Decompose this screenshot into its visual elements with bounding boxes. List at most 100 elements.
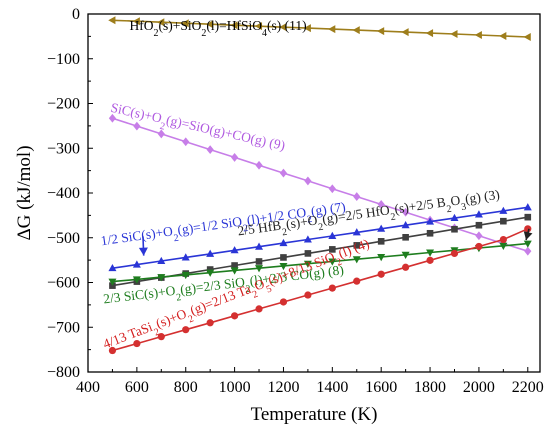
data-point-r4: [108, 346, 117, 355]
arrow-r3: [523, 228, 533, 241]
data-point-r8: [279, 262, 288, 271]
annotation-segment: (s)+SiO: [159, 18, 202, 33]
annotation-segment: O: [449, 192, 461, 208]
series-line-r3: [112, 216, 528, 287]
series-line-r7: [112, 206, 528, 269]
annotation-segment: 3: [460, 201, 466, 213]
y-tick-label: −500: [47, 230, 80, 247]
data-point-r7: [206, 249, 215, 257]
data-point-r4: [133, 339, 141, 348]
y-tick-label: −800: [47, 364, 80, 381]
data-point-r4: [255, 305, 263, 313]
data-point-r11: [230, 21, 238, 30]
annotation-segment: 2: [281, 226, 287, 238]
annotation-segment: HfO: [130, 18, 154, 33]
data-point-r9: [157, 129, 165, 139]
annotation-segment: 2: [335, 256, 344, 268]
arrow-layer: [138, 228, 533, 256]
x-tick-label: 400: [76, 379, 100, 396]
data-point-r3: [231, 262, 238, 269]
arrow-r3-head: [523, 231, 533, 240]
data-point-r11: [523, 33, 531, 42]
data-point-r8: [230, 267, 239, 275]
data-point-r7: [328, 231, 337, 239]
annotation-segment: 2: [154, 28, 159, 39]
data-point-r3: [426, 229, 434, 237]
data-point-r11: [108, 16, 116, 25]
data-point-r9: [206, 145, 214, 154]
data-point-r11: [157, 18, 165, 27]
annotation-segment: 2: [187, 313, 196, 325]
x-tick-label: 2000: [463, 379, 495, 396]
annotation-segment: 5: [265, 283, 274, 295]
x-tick-label: 1800: [414, 379, 446, 396]
data-point-r11: [279, 23, 287, 32]
data-point-r3: [500, 217, 507, 225]
data-point-r7: [279, 238, 288, 247]
data-point-r4: [157, 333, 165, 341]
data-point-r11: [474, 31, 482, 40]
x-tick-label: 600: [125, 379, 149, 396]
data-point-r3: [377, 238, 385, 245]
data-point-r11: [352, 26, 360, 35]
data-point-r3: [451, 225, 458, 233]
data-point-r3: [280, 254, 287, 261]
data-point-r8: [157, 274, 166, 282]
series-r8: [108, 240, 532, 286]
data-point-r7: [303, 235, 312, 243]
data-point-r7: [523, 203, 532, 211]
x-axis-title: Temperature (K): [251, 404, 378, 425]
data-point-r11: [450, 30, 458, 39]
annotation-segment: 2: [176, 292, 182, 304]
annotation-segment: (g) (3): [464, 187, 501, 207]
data-point-r8: [352, 256, 361, 264]
series-line-r11: [112, 19, 528, 38]
y-tick-label: −700: [47, 319, 80, 336]
data-point-r7: [499, 206, 508, 214]
series-r4: [108, 225, 532, 355]
data-point-r11: [181, 19, 189, 28]
annotation-segment: 2: [159, 120, 166, 132]
y-tick-label: −400: [47, 185, 80, 202]
annotation-segment: 2: [245, 283, 251, 295]
data-point-r4: [353, 277, 361, 285]
data-point-r8: [499, 242, 508, 251]
data-point-r7: [181, 253, 190, 261]
series-r7: [108, 203, 532, 272]
data-point-r11: [132, 17, 140, 26]
data-point-r3: [353, 242, 361, 249]
data-point-r3: [304, 250, 312, 257]
data-point-r7: [450, 213, 459, 222]
data-point-r9: [353, 192, 361, 201]
annotation-segment: 2: [306, 213, 312, 225]
data-point-r11: [254, 22, 263, 31]
data-point-r9: [230, 153, 239, 162]
arrow-r7-head: [138, 247, 148, 256]
data-point-r8: [132, 276, 141, 284]
data-point-r7: [401, 221, 410, 229]
data-point-r7: [474, 210, 483, 218]
arrow-r7: [138, 236, 148, 256]
annotation-segment: 2: [446, 203, 452, 215]
data-point-r8: [328, 258, 337, 266]
data-point-r9: [524, 246, 532, 256]
data-point-r11: [303, 24, 311, 33]
data-point-r8: [303, 260, 312, 268]
y-tick-label: −100: [47, 51, 80, 68]
data-point-r8: [255, 265, 264, 273]
data-point-r4: [279, 298, 288, 306]
data-point-r9: [304, 176, 312, 186]
annotation-segment: (s)+2/5 B: [394, 194, 447, 216]
data-point-r11: [425, 29, 434, 38]
annotation-segment: 2: [152, 326, 161, 338]
data-point-r11: [499, 32, 507, 41]
series-line-r4: [112, 228, 529, 352]
data-point-r4: [402, 263, 410, 271]
y-tick-label: 0: [72, 6, 80, 23]
annotation-segment: 2: [173, 232, 179, 244]
data-point-r8: [426, 249, 435, 257]
y-tick-label: −300: [47, 140, 80, 157]
data-point-r3: [524, 213, 532, 221]
data-point-r3: [206, 266, 214, 273]
data-point-r9: [377, 200, 385, 209]
